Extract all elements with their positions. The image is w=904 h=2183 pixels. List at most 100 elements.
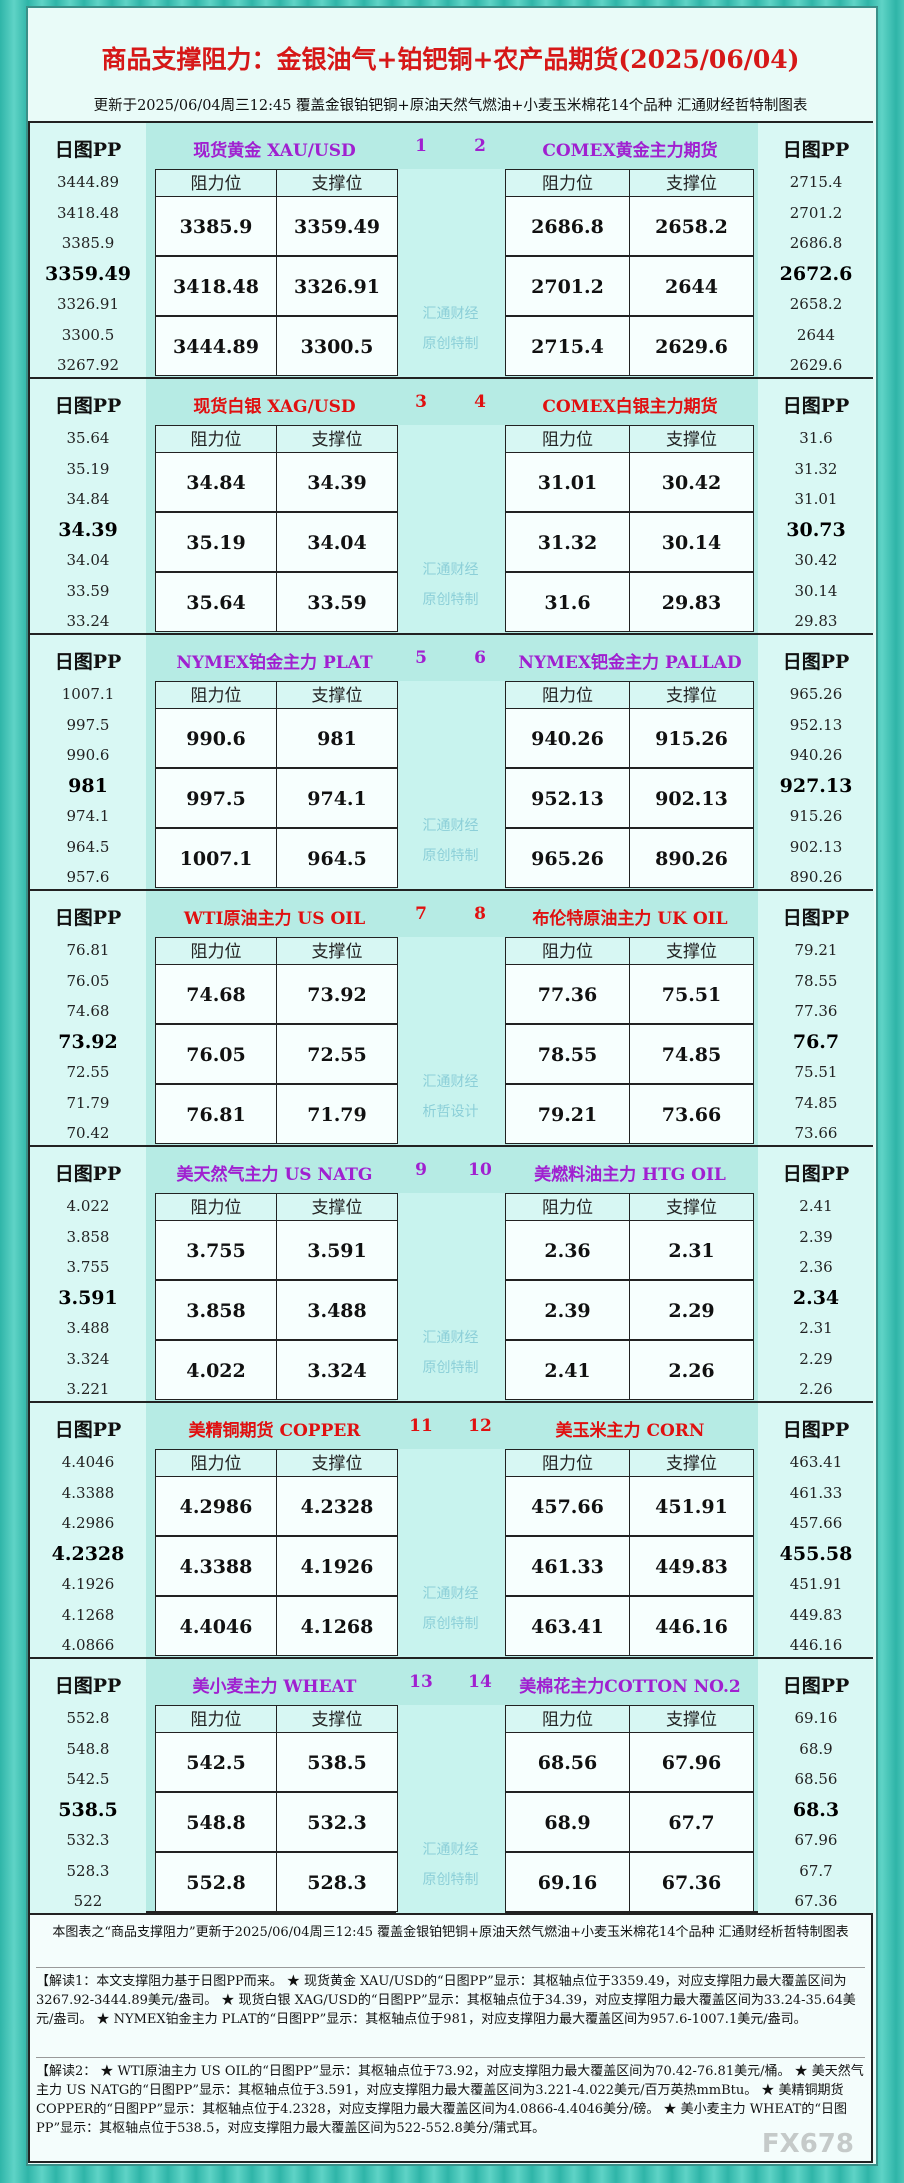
resistance-cell: 4.2986 bbox=[155, 1476, 277, 1536]
panel: 日图PP 日图PP 现货黄金 XAU/USD COMEX黄金主力期货 1 2 汇通财经 原创特… bbox=[28, 121, 874, 377]
pp-label: 日图PP bbox=[782, 1163, 850, 1185]
resistance-cell: 542.5 bbox=[155, 1732, 277, 1792]
pp-value: 4.4046 bbox=[61, 1453, 115, 1471]
instrument-name: 现货黄金 XAU/USD bbox=[193, 141, 356, 161]
footer: 本图表之“商品支撑阻力”更新于2025/06/04周三12:45 覆盖金银铂钯铜… bbox=[28, 1913, 873, 2163]
pp-value: 75.51 bbox=[794, 1063, 838, 1081]
pp-value: 3.755 bbox=[66, 1258, 110, 1276]
watermark: 汇通财经 bbox=[422, 306, 479, 322]
resistance-cell: 2686.8 bbox=[505, 196, 630, 256]
pp-value: 4.022 bbox=[66, 1197, 110, 1215]
pp-value: 552.8 bbox=[66, 1709, 110, 1727]
pp-value: 70.42 bbox=[66, 1124, 110, 1142]
pp-value: 35.19 bbox=[66, 459, 110, 478]
pp-value: 461.33 bbox=[789, 1483, 843, 1502]
pp-label: 日图PP bbox=[54, 907, 122, 929]
resistance-cell: 31.6 bbox=[505, 572, 630, 632]
instrument-name: 美天然气主力 US NATG bbox=[176, 1165, 373, 1185]
level-header: 阻力位 bbox=[505, 425, 630, 453]
pp-value: 451.91 bbox=[789, 1575, 843, 1593]
pp-value: 4.1268 bbox=[61, 1605, 115, 1624]
level-header: 支撑位 bbox=[276, 937, 398, 965]
pp-column bbox=[30, 1147, 146, 1401]
support-cell: 2629.6 bbox=[629, 316, 754, 376]
pp-value: 990.6 bbox=[66, 746, 110, 764]
panel-number: 7 bbox=[415, 904, 427, 924]
support-cell: 30.42 bbox=[629, 452, 754, 512]
level-header: 支撑位 bbox=[629, 1705, 754, 1733]
pp-value: 915.26 bbox=[789, 807, 843, 825]
resistance-cell: 35.64 bbox=[155, 572, 277, 632]
pp-label: 日图PP bbox=[782, 907, 850, 929]
watermark: 汇通财经 bbox=[422, 1330, 479, 1346]
support-cell: 2.31 bbox=[629, 1220, 754, 1280]
panel: 日图PP 日图PP 美小麦主力 WHEAT 美棉花主力COTTON NO.2 13 14 汇… bbox=[28, 1657, 874, 1913]
instrument-name: 美精铜期货 COPPER bbox=[188, 1421, 361, 1441]
pp-value: 72.55 bbox=[66, 1063, 110, 1081]
pp-value: 455.58 bbox=[779, 1542, 853, 1565]
level-header: 阻力位 bbox=[505, 169, 630, 197]
pp-column bbox=[758, 123, 874, 377]
support-cell: 981 bbox=[276, 708, 398, 768]
resistance-cell: 997.5 bbox=[155, 768, 277, 828]
instrument-name: 美玉米主力 CORN bbox=[555, 1421, 705, 1441]
support-cell: 446.16 bbox=[629, 1596, 754, 1656]
resistance-cell: 31.01 bbox=[505, 452, 630, 512]
watermark: 原创特制 bbox=[422, 848, 479, 864]
support-cell: 2.29 bbox=[629, 1280, 754, 1340]
support-cell: 3.488 bbox=[276, 1280, 398, 1340]
resistance-cell: 76.81 bbox=[155, 1084, 277, 1144]
support-cell: 2644 bbox=[629, 256, 754, 316]
middle-column bbox=[396, 1705, 505, 1913]
pp-value: 522 bbox=[73, 1892, 103, 1910]
pp-value: 2629.6 bbox=[789, 356, 843, 374]
panel-number: 13 bbox=[409, 1672, 433, 1692]
support-cell: 538.5 bbox=[276, 1732, 398, 1792]
pp-value: 2.29 bbox=[799, 1349, 833, 1368]
support-cell: 73.92 bbox=[276, 964, 398, 1024]
pp-value: 76.81 bbox=[66, 941, 110, 959]
pp-value: 952.13 bbox=[789, 715, 843, 734]
resistance-cell: 940.26 bbox=[505, 708, 630, 768]
support-cell: 964.5 bbox=[276, 828, 398, 888]
pp-value: 449.83 bbox=[789, 1605, 843, 1624]
footer-summary: 本图表之“商品支撑阻力”更新于2025/06/04周三12:45 覆盖金银铂钯铜… bbox=[52, 1925, 849, 1940]
resistance-cell: 2.41 bbox=[505, 1340, 630, 1400]
pp-label: 日图PP bbox=[782, 1419, 850, 1441]
resistance-cell: 990.6 bbox=[155, 708, 277, 768]
resistance-cell: 3.858 bbox=[155, 1280, 277, 1340]
level-header: 阻力位 bbox=[505, 937, 630, 965]
pp-value: 2644 bbox=[796, 325, 836, 344]
level-header: 支撑位 bbox=[276, 1193, 398, 1221]
pp-value: 33.24 bbox=[66, 612, 110, 630]
panel: 日图PP 日图PP NYMEX铂金主力 PLAT NYMEX钯金主力 PALLAD 5 6… bbox=[28, 633, 874, 889]
pp-value: 2.41 bbox=[799, 1197, 833, 1215]
instrument-name: COMEX黄金主力期货 bbox=[542, 141, 718, 161]
pp-label: 日图PP bbox=[782, 651, 850, 673]
pp-value: 957.6 bbox=[66, 868, 110, 886]
pp-value: 542.5 bbox=[66, 1770, 110, 1788]
pp-value: 4.2328 bbox=[51, 1542, 125, 1565]
pp-column bbox=[758, 379, 874, 633]
watermark: 汇通财经 bbox=[422, 562, 479, 578]
pp-column bbox=[758, 1147, 874, 1401]
pp-column bbox=[30, 123, 146, 377]
pp-value: 79.21 bbox=[794, 941, 838, 959]
pp-label: 日图PP bbox=[782, 1675, 850, 1697]
note: 【解读2： ★ WTI原油主力 US OIL的“日图PP”显示：其枢轴点位于73… bbox=[36, 2057, 865, 2138]
panel-number: 10 bbox=[468, 1160, 492, 1180]
watermark: 原创特制 bbox=[422, 1616, 479, 1632]
pp-value: 69.16 bbox=[794, 1709, 838, 1727]
pp-label: 日图PP bbox=[54, 1163, 122, 1185]
support-cell: 33.59 bbox=[276, 572, 398, 632]
watermark: FX678 bbox=[761, 2129, 854, 2159]
resistance-cell: 965.26 bbox=[505, 828, 630, 888]
support-cell: 30.14 bbox=[629, 512, 754, 572]
pp-value: 457.66 bbox=[789, 1514, 843, 1532]
instrument-name: WTI原油主力 US OIL bbox=[183, 909, 366, 929]
pp-column bbox=[758, 1403, 874, 1657]
level-header: 支撑位 bbox=[276, 425, 398, 453]
pp-value: 2686.8 bbox=[789, 234, 843, 252]
level-header: 阻力位 bbox=[155, 1705, 277, 1733]
